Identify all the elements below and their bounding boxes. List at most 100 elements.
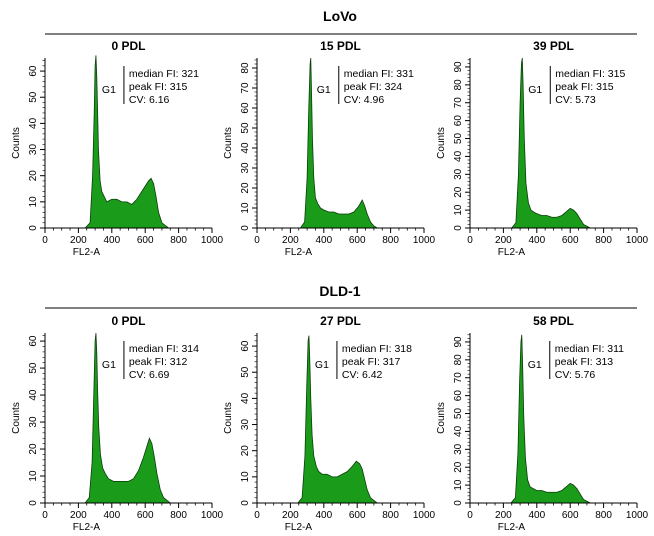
- stat-line: CV: 6.16: [129, 94, 170, 106]
- y-tick-label: 0: [453, 500, 464, 506]
- panel-title: 27 PDL: [320, 314, 361, 328]
- y-tick-label: 0: [240, 225, 251, 231]
- y-axis-label: Counts: [11, 127, 22, 159]
- y-tick-label: 10: [453, 204, 464, 216]
- y-tick-label: 20: [453, 186, 464, 198]
- x-tick-label: 0: [467, 510, 473, 521]
- x-tick-label: 600: [349, 510, 366, 521]
- y-axis-label: Counts: [11, 402, 22, 434]
- y-tick-label: 60: [240, 340, 251, 352]
- stat-line: median FI: 331: [344, 68, 414, 80]
- y-axis-label: Counts: [223, 402, 234, 434]
- y-tick-label: 80: [240, 62, 251, 74]
- stat-line: peak FI: 313: [555, 356, 614, 368]
- x-tick-label: 400: [315, 235, 332, 246]
- y-tick-label: 40: [453, 425, 464, 437]
- histogram-panel: 0 PDL 0 200 400 600 800 1000 0 10 20 30 40 50 60 FL2-A…: [11, 314, 224, 533]
- y-tick-label: 90: [453, 336, 464, 348]
- y-tick-label: 30: [240, 419, 251, 431]
- y-tick-label: 50: [240, 122, 251, 134]
- stat-line: CV: 5.73: [555, 94, 596, 106]
- y-tick-label: 0: [28, 225, 39, 231]
- y-tick-label: 40: [240, 392, 251, 404]
- stat-line: median FI: 314: [129, 343, 199, 355]
- gate-label: G1: [102, 359, 116, 371]
- x-tick-label: 600: [349, 235, 366, 246]
- y-tick-label: 0: [28, 500, 39, 506]
- panel-title: 0 PDL: [111, 314, 145, 328]
- stat-line: median FI: 311: [555, 343, 624, 355]
- x-tick-label: 400: [528, 510, 545, 521]
- histogram-panel: 0 PDL 0 200 400 600 800 1000 0 10 20 30 40 50 60 FL2-A…: [11, 39, 224, 258]
- y-tick-label: 60: [453, 390, 464, 402]
- x-tick-label: 1000: [201, 235, 224, 246]
- x-tick-label: 800: [595, 235, 612, 246]
- x-axis-label: FL2-A: [498, 522, 526, 533]
- x-tick-label: 800: [595, 510, 612, 521]
- y-tick-label: 30: [453, 168, 464, 180]
- x-tick-label: 400: [528, 235, 545, 246]
- y-tick-label: 20: [28, 170, 39, 182]
- y-tick-label: 40: [28, 117, 39, 129]
- y-tick-label: 20: [453, 461, 464, 473]
- x-tick-label: 400: [103, 510, 120, 521]
- y-tick-label: 50: [28, 362, 39, 374]
- histogram-area: [84, 332, 172, 504]
- x-tick-label: 600: [137, 235, 154, 246]
- x-tick-label: 1000: [413, 235, 436, 246]
- y-tick-label: 40: [28, 389, 39, 401]
- x-tick-label: 800: [170, 235, 187, 246]
- y-tick-label: 70: [240, 82, 251, 94]
- y-tick-label: 10: [240, 471, 251, 483]
- y-tick-label: 40: [240, 142, 251, 154]
- gate-label: G1: [528, 84, 542, 96]
- x-tick-label: 1000: [626, 510, 649, 521]
- y-axis-label: Counts: [436, 402, 447, 434]
- stat-line: median FI: 321: [129, 68, 199, 80]
- group-title-lovo: LoVo: [323, 8, 357, 24]
- y-tick-label: 30: [28, 144, 39, 156]
- y-tick-label: 50: [28, 91, 39, 103]
- stat-line: CV: 6.42: [342, 369, 383, 381]
- histogram-panel: 27 PDL 0 200 400 600 800 1000 0 10 20 30 40 50 60 FL2-…: [223, 314, 436, 533]
- x-tick-label: 200: [70, 510, 87, 521]
- histogram-area: [299, 57, 379, 229]
- stat-line: median FI: 318: [342, 343, 412, 355]
- stat-line: CV: 5.76: [555, 369, 596, 381]
- y-tick-label: 20: [240, 182, 251, 194]
- stat-line: peak FI: 315: [555, 81, 614, 93]
- histogram-area: [297, 335, 379, 504]
- x-tick-label: 400: [315, 510, 332, 521]
- y-tick-label: 60: [453, 115, 464, 127]
- stat-line: peak FI: 324: [344, 81, 403, 93]
- x-tick-label: 0: [254, 510, 260, 521]
- x-tick-label: 0: [42, 235, 48, 246]
- y-tick-label: 10: [28, 196, 39, 208]
- group-dld1: DLD-1: [45, 283, 637, 309]
- y-tick-label: 10: [28, 470, 39, 482]
- stat-line: CV: 6.69: [129, 369, 170, 381]
- y-tick-label: 80: [453, 79, 464, 91]
- stat-line: peak FI: 312: [129, 356, 188, 368]
- panel-title: 15 PDL: [320, 39, 361, 53]
- group-lovo: LoVo: [45, 8, 637, 35]
- x-tick-label: 800: [382, 235, 399, 246]
- x-tick-label: 600: [562, 235, 579, 246]
- y-tick-label: 30: [28, 416, 39, 428]
- y-tick-label: 60: [28, 65, 39, 77]
- gate-label: G1: [528, 359, 542, 371]
- panel-title: 39 PDL: [533, 39, 574, 53]
- histogram-area: [510, 57, 591, 229]
- histogram-area: [510, 334, 591, 504]
- x-tick-label: 200: [282, 235, 299, 246]
- y-tick-label: 10: [240, 202, 251, 214]
- gate-label: G1: [102, 84, 116, 96]
- x-tick-label: 200: [495, 510, 512, 521]
- gate-label: G1: [315, 359, 329, 371]
- x-tick-label: 1000: [413, 510, 436, 521]
- y-tick-label: 30: [453, 443, 464, 455]
- y-tick-label: 60: [240, 102, 251, 114]
- x-tick-label: 600: [137, 510, 154, 521]
